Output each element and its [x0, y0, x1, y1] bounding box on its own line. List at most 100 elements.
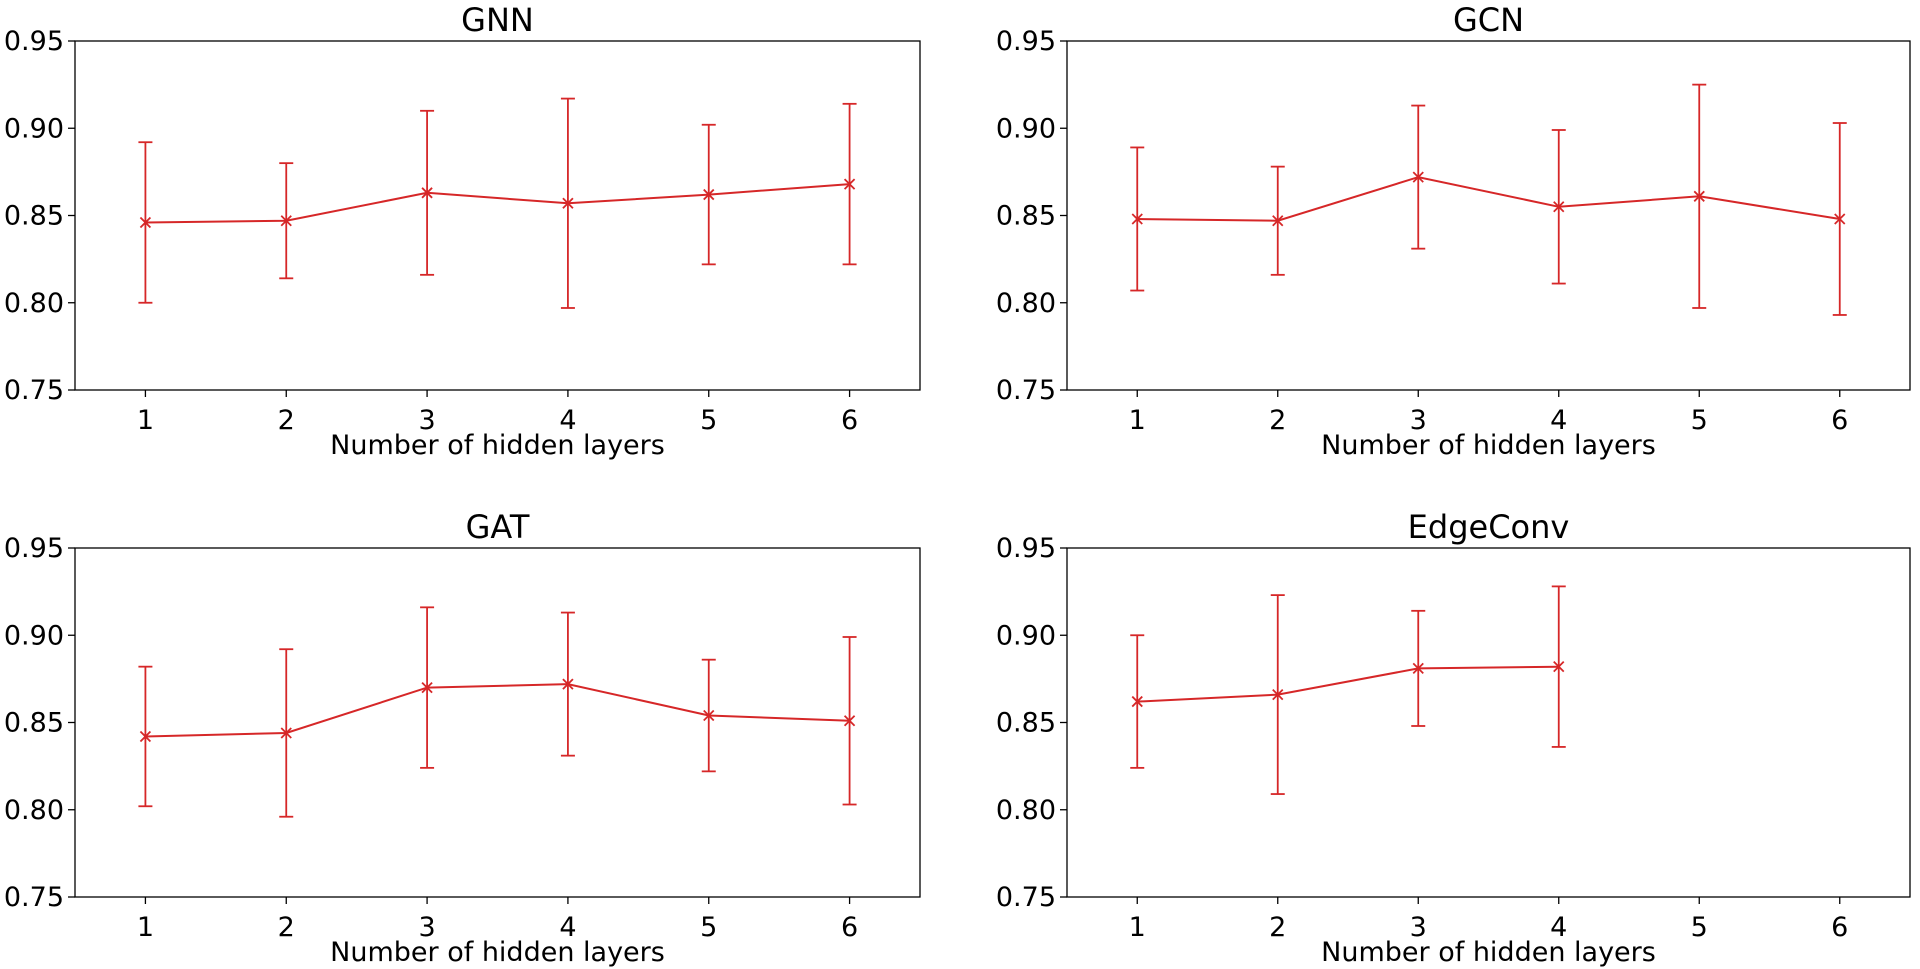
- y-tick-label: 0.95: [4, 26, 64, 57]
- plot-frame: [74, 40, 921, 391]
- data-point-marker: [1553, 201, 1565, 213]
- y-tick-label: 0.90: [4, 113, 64, 144]
- x-axis-label: Number of hidden layers: [1321, 937, 1656, 968]
- marker-stroke: [1553, 661, 1565, 673]
- marker-stroke: [1412, 662, 1424, 675]
- chart-panel-1: GNN 0.75 0.80 0.85 0.90 0.95 1 2 3 4 5 6 Number of h…: [4, 1, 921, 461]
- data-point-marker: [1272, 215, 1284, 227]
- data-point-marker: [1693, 190, 1705, 202]
- data-point-marker: [139, 730, 152, 743]
- y-tick-label: 0.90: [996, 113, 1056, 144]
- x-tick-label: 6: [841, 912, 858, 943]
- data-point-marker: [280, 215, 292, 227]
- data-point-marker: [1131, 213, 1143, 225]
- y-tick-label: 0.75: [996, 882, 1056, 913]
- marker-stroke: [139, 216, 152, 229]
- x-tick-label: 6: [1831, 405, 1848, 436]
- marker-stroke: [1834, 213, 1846, 225]
- data-point-marker: [843, 178, 856, 190]
- marker-stroke: [703, 188, 715, 201]
- x-tick-label: 5: [1691, 912, 1708, 943]
- chart-panel-4: EdgeConv 0.75 0.80 0.85 0.90 0.95 1 2 3 4 5 6 Number…: [996, 508, 1911, 968]
- x-axis-label: Number of hidden layers: [330, 430, 665, 461]
- y-tick-label: 0.75: [4, 882, 64, 913]
- data-point-marker: [1553, 661, 1565, 673]
- chart-title: GCN: [1453, 1, 1524, 39]
- y-tick-label: 0.80: [4, 795, 64, 826]
- plot-frame: [1066, 40, 1911, 391]
- y-tick-label: 0.95: [996, 26, 1056, 57]
- x-tick-label: 5: [1691, 405, 1708, 436]
- y-tick-label: 0.85: [996, 708, 1056, 739]
- data-point-marker: [703, 188, 715, 201]
- marker-stroke: [1272, 688, 1284, 701]
- x-tick-label: 3: [1410, 912, 1427, 943]
- chart-panel-3: GAT 0.75 0.80 0.85 0.90 0.95 1 2 3 4 5 6 Number of h…: [4, 508, 921, 968]
- x-tick-label: 1: [1129, 912, 1146, 943]
- x-axis-label: Number of hidden layers: [330, 937, 665, 968]
- y-tick-label: 0.90: [996, 620, 1056, 651]
- data-point-marker: [1412, 662, 1424, 675]
- data-point-marker: [280, 727, 292, 739]
- x-tick-label: 4: [559, 405, 576, 436]
- chart-title: GNN: [461, 1, 534, 39]
- y-tick-label: 0.80: [996, 795, 1056, 826]
- x-tick-label: 1: [137, 405, 154, 436]
- x-tick-label: 4: [1550, 912, 1567, 943]
- x-tick-label: 4: [1550, 405, 1567, 436]
- series-line: [1137, 665, 1559, 703]
- marker-stroke: [280, 215, 292, 227]
- x-tick-label: 4: [559, 912, 576, 943]
- data-point-marker: [421, 187, 433, 199]
- chart-title: EdgeConv: [1408, 508, 1570, 546]
- y-tick-label: 0.90: [4, 620, 64, 651]
- series-line: [1137, 176, 1840, 222]
- marker-stroke: [843, 178, 856, 190]
- y-tick-label: 0.80: [4, 288, 64, 319]
- data-point-marker: [1272, 688, 1284, 701]
- x-tick-label: 3: [418, 912, 435, 943]
- x-tick-label: 3: [418, 405, 435, 436]
- x-axis-label: Number of hidden layers: [1321, 430, 1656, 461]
- y-tick-label: 0.85: [4, 708, 64, 739]
- x-tick-label: 2: [1269, 405, 1286, 436]
- marker-stroke: [1272, 215, 1284, 227]
- x-tick-label: 2: [278, 912, 295, 943]
- x-tick-label: 6: [841, 405, 858, 436]
- x-tick-label: 2: [1269, 912, 1286, 943]
- x-tick-label: 3: [1410, 405, 1427, 436]
- plot-frame: [1066, 547, 1911, 898]
- x-tick-label: 1: [1129, 405, 1146, 436]
- y-tick-label: 0.75: [996, 375, 1056, 406]
- marker-stroke: [139, 730, 152, 743]
- marker-stroke: [421, 187, 433, 199]
- data-point-marker: [421, 681, 433, 694]
- data-point-marker: [843, 715, 856, 727]
- marker-stroke: [703, 709, 715, 722]
- y-tick-label: 0.85: [4, 201, 64, 232]
- data-point-marker: [562, 678, 574, 690]
- data-point-marker: [1834, 213, 1846, 225]
- x-tick-label: 6: [1831, 912, 1848, 943]
- x-tick-label: 2: [278, 405, 295, 436]
- marker-stroke: [843, 715, 856, 727]
- series-line: [145, 683, 850, 738]
- marker-stroke: [562, 197, 574, 209]
- data-point-marker: [562, 197, 574, 209]
- marker-stroke: [1131, 695, 1143, 708]
- data-point-marker: [139, 216, 152, 229]
- data-point-marker: [703, 709, 715, 722]
- x-tick-label: 5: [700, 912, 717, 943]
- marker-stroke: [1553, 201, 1565, 213]
- data-point-marker: [1412, 171, 1424, 183]
- marker-stroke: [1412, 171, 1424, 183]
- marker-stroke: [562, 678, 574, 690]
- marker-stroke: [421, 681, 433, 694]
- x-tick-label: 5: [700, 405, 717, 436]
- marker-stroke: [1131, 213, 1143, 225]
- y-tick-label: 0.95: [4, 533, 64, 564]
- y-tick-label: 0.80: [996, 288, 1056, 319]
- marker-stroke: [1693, 190, 1705, 202]
- series-line: [145, 183, 850, 224]
